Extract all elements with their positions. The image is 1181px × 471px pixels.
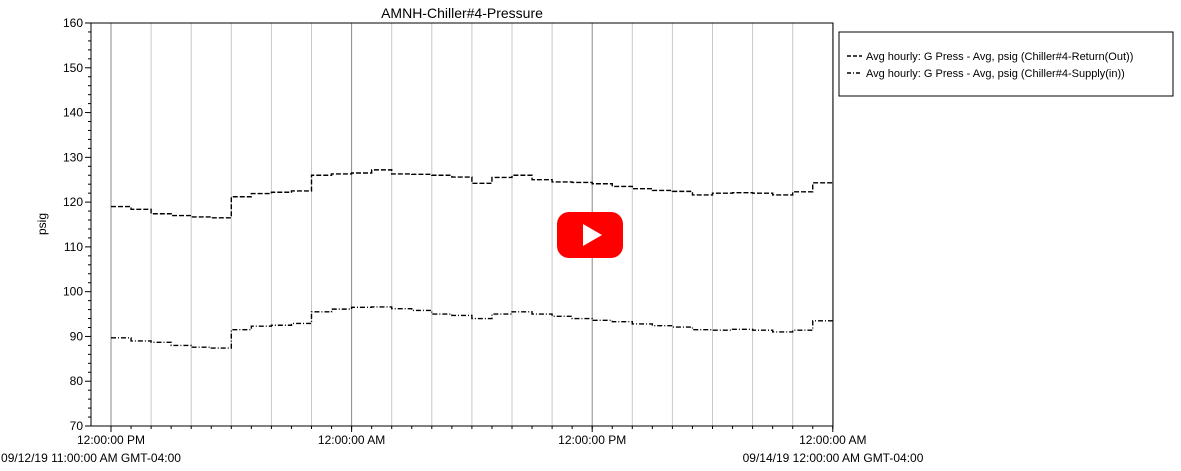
series-line-return [111,169,834,219]
x-range-start-label: 09/12/19 11:00:00 AM GMT-04:00 [1,451,181,465]
y-tick-label: 70 [70,419,84,433]
play-triangle-icon [583,224,602,246]
legend-box [838,31,1174,97]
legend-entry-supply: Avg hourly: G Press - Avg, psig (Chiller… [866,68,1125,80]
x-tick-label: 12:00:00 PM [558,433,626,447]
legend-entry-return: Avg hourly: G Press - Avg, psig (Chiller… [866,51,1133,63]
grid [110,23,834,426]
x-tick-label: 12:00:00 AM [318,433,385,447]
x-range-end-label: 09/14/19 12:00:00 AM GMT-04:00 [743,451,924,465]
youtube-play-button[interactable] [557,212,623,258]
y-tick-label: 100 [63,285,83,299]
y-tick-label: 110 [64,240,83,254]
x-tick-label: 12:00:00 PM [77,433,145,447]
y-axis: 70 80 90 100 110 120 130 140 150 160 [63,16,91,433]
y-tick-label: 160 [63,16,83,30]
y-tick-label: 80 [70,374,84,388]
series-line-supply [111,306,834,349]
y-tick-label: 120 [63,195,83,209]
y-axis-label: psig [35,213,49,235]
legend: Avg hourly: G Press - Avg, psig (Chiller… [838,31,1174,97]
plot-frame [90,22,834,427]
chart-title: AMNH-Chiller#4-Pressure [381,5,543,21]
series-lines [111,169,834,349]
x-tick-label: 12:00:00 AM [799,433,866,447]
y-tick-label: 150 [63,61,83,75]
y-tick-label: 90 [70,329,84,343]
x-axis: 12:00:00 PM 12:00:00 AM 12:00:00 PM 12:00:0… [77,426,866,447]
y-tick-label: 140 [63,106,83,120]
y-tick-label: 130 [63,150,83,164]
